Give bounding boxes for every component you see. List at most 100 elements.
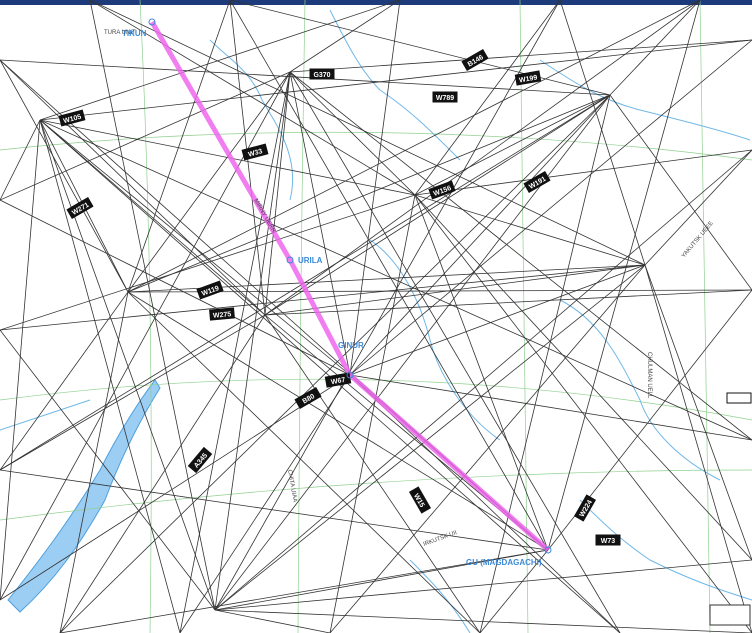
river [409,559,471,633]
flight-route [149,20,550,552]
airway-line [264,314,481,633]
airway-line [89,0,416,196]
airway-tag: W33 [241,143,269,161]
airway-tag-box [408,486,432,514]
airway-line [127,71,291,293]
airway-label: W199 [519,74,538,84]
airway-label: W33 [248,148,264,159]
airway-line [214,0,561,611]
airway-tag-box [573,494,597,522]
airway-line [214,549,549,611]
graticule-line [0,378,752,421]
airway-line [89,0,216,611]
airway-line [127,289,752,293]
airway-line [59,291,129,633]
airway-line [229,0,549,551]
airway-line [0,264,646,331]
airway-line [59,549,549,633]
airway-line [179,71,291,633]
airway-line [127,291,481,633]
airway-line [214,609,331,633]
airway-line [39,0,401,121]
airway-line [0,71,291,201]
airway-line [0,71,291,601]
airway-line [609,0,701,96]
airway-line [414,149,752,196]
airway-line [214,71,291,611]
airway-labels: W789W119W275W105W156W230W73G370W33B146W1… [58,48,752,546]
waypoint-label: GINUR [338,341,364,350]
airway-line [264,264,646,316]
airway-tag: G370 [309,68,335,80]
waypoint-marker [544,546,552,554]
airway-line [59,94,611,633]
airway-line [39,119,266,316]
airway-line [0,119,41,201]
airway-label: W789 [436,95,454,102]
airway-tag-box [196,280,224,300]
airway-line [0,194,416,331]
airway-tag-box [726,392,752,404]
river [329,9,461,161]
airway-tag-box [241,143,269,161]
airway-line [289,71,621,633]
river [369,239,501,441]
airway-tag: W15 [408,486,432,514]
airway-line [349,0,401,376]
airway-tag-box [514,70,542,86]
airway-line [547,0,701,551]
airway-line [214,609,752,633]
airway-label: G370 [313,72,330,79]
waypoint-marker [346,371,354,379]
airway-label: W275 [213,311,232,320]
river [0,399,91,431]
airway-line [289,39,752,73]
waypoints: TIKUN URILA GINUR GU (MAGDAGACHI) [122,18,552,567]
airway-tag-box [428,180,456,200]
waypoint-marker [148,18,156,26]
airway-line [0,199,351,376]
airway-line [39,119,181,633]
airway-tag-box [58,109,86,127]
airway-line [289,0,401,73]
scale-box [709,604,751,626]
waypoint-label: URILA [298,256,323,265]
airway-line [39,39,752,121]
airway-tag-box [523,170,551,194]
airway-line [289,71,416,196]
airway-line [127,94,611,293]
airway-line [0,329,216,611]
airway-line [0,314,266,471]
airway-line [0,374,351,601]
airway-label: W67 [331,377,346,386]
airway-line [644,149,752,266]
airway-tag-box [294,386,322,410]
airway-tag-box [432,91,458,103]
waypoint-label: TIKUN [122,29,147,38]
waypoint-label: GU (MAGDAGACHI) [466,558,542,567]
graticule-line [0,131,752,161]
airway-line [289,71,351,376]
airway-line [0,59,266,316]
airway-line [0,469,549,551]
airway-line [127,0,701,293]
airway-label: W73 [601,538,616,545]
airway-tag-box [187,446,213,474]
airway-line [39,119,216,611]
airway-line [349,374,752,441]
airway-tag-box [595,534,621,546]
airway-line [0,119,41,601]
river [539,59,751,141]
graticule-line [699,0,711,633]
airway-line [89,0,646,266]
area-label: CHULMAN UELL [646,352,652,399]
airway-line [39,119,752,441]
airway-tag-box [461,48,489,72]
area-label: TURA UNIT [104,30,136,36]
airway-line [289,71,752,441]
airway-line [214,149,752,611]
top-bar [0,0,752,5]
airway-line [264,71,291,316]
